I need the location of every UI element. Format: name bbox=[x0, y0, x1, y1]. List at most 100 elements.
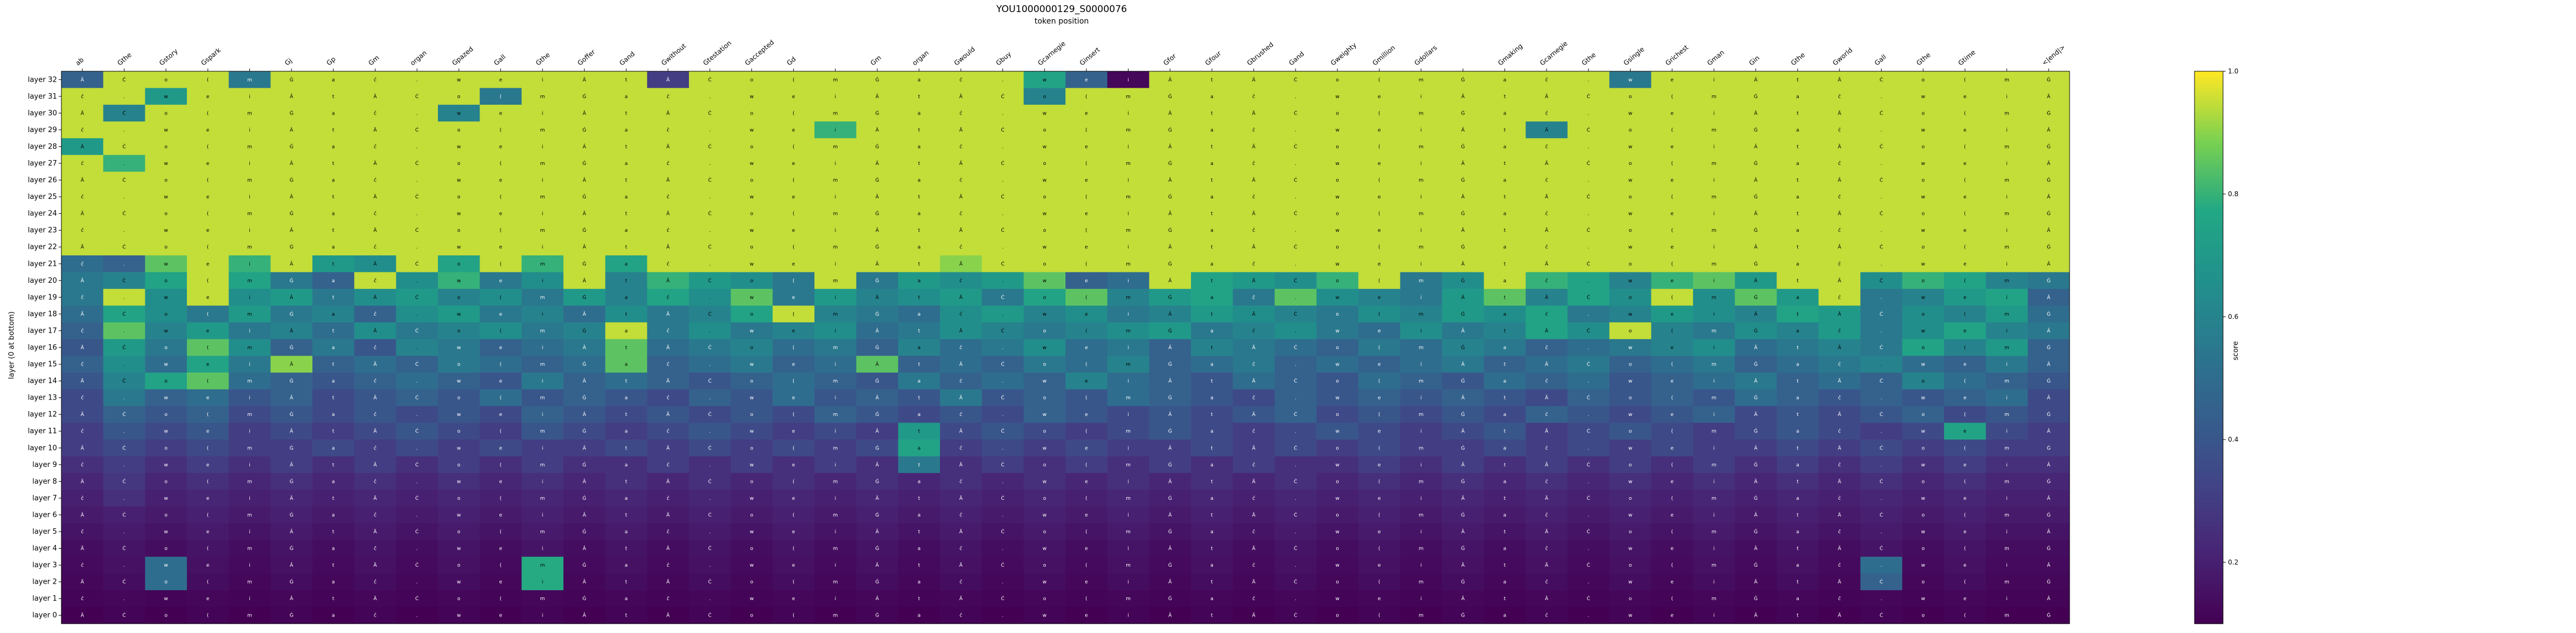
heatmap-cell bbox=[563, 489, 606, 507]
heatmap-cell bbox=[1609, 289, 1652, 306]
cell-label: Ċ bbox=[708, 311, 711, 317]
cell-label: m bbox=[247, 613, 252, 619]
cell-label: Â bbox=[2047, 495, 2051, 501]
cell-label: m bbox=[833, 446, 838, 451]
cell-label: Ċ bbox=[1294, 77, 1297, 83]
heatmap-cell bbox=[1442, 389, 1484, 407]
heatmap-cell bbox=[1609, 155, 1652, 172]
cell-label: w bbox=[1335, 463, 1339, 468]
cell-label: a bbox=[1796, 596, 1799, 602]
cell-label: e bbox=[1671, 278, 1674, 284]
cell-label: i bbox=[1421, 261, 1422, 267]
heatmap-cell bbox=[1986, 155, 2028, 172]
heatmap-cell bbox=[605, 88, 648, 105]
heatmap-cell bbox=[1651, 389, 1694, 407]
cell-label: m bbox=[833, 77, 838, 83]
cell-label: Ġ bbox=[2047, 445, 2050, 451]
heatmap-cell bbox=[103, 440, 146, 457]
cell-label: Ċ bbox=[1294, 244, 1297, 250]
heatmap-cell bbox=[1819, 556, 1861, 574]
cell-label: Ċ bbox=[1294, 579, 1297, 585]
colorbar-segment bbox=[2195, 590, 2223, 594]
x-tick-label: Gstory bbox=[158, 47, 179, 67]
cell-label: Â bbox=[1461, 93, 1465, 100]
cell-label: Â bbox=[290, 227, 294, 233]
cell-label: Ġ bbox=[583, 261, 586, 267]
heatmap-cell bbox=[563, 221, 606, 239]
cell-label: m bbox=[2004, 144, 2009, 150]
heatmap-cell bbox=[689, 556, 731, 574]
cell-label: ( bbox=[1085, 396, 1087, 401]
heatmap-cell bbox=[480, 305, 522, 323]
cell-label: w bbox=[457, 77, 460, 83]
heatmap-cell bbox=[605, 339, 648, 356]
cell-label: a bbox=[1796, 529, 1799, 535]
cell-label: a bbox=[625, 463, 628, 468]
heatmap-cell bbox=[1568, 71, 1610, 88]
heatmap-cell bbox=[1651, 590, 1694, 607]
heatmap-cell bbox=[354, 172, 397, 189]
heatmap-cell bbox=[270, 88, 313, 105]
heatmap-cell bbox=[940, 489, 982, 507]
heatmap-cell bbox=[1358, 590, 1401, 607]
cell-label: ĉ bbox=[666, 94, 669, 100]
colorbar-segment bbox=[2195, 400, 2223, 403]
heatmap-cell bbox=[898, 155, 941, 172]
cell-label: m bbox=[833, 345, 838, 351]
heatmap-cell bbox=[1651, 423, 1694, 440]
heatmap-cell bbox=[1609, 556, 1652, 574]
heatmap-cell bbox=[689, 105, 731, 122]
colorbar-segment bbox=[2195, 112, 2223, 116]
heatmap-cell bbox=[1400, 556, 1443, 574]
cell-label: Ä bbox=[81, 613, 84, 619]
heatmap-cell bbox=[1023, 440, 1066, 457]
heatmap-cell bbox=[605, 389, 648, 407]
cell-label: a bbox=[332, 178, 335, 184]
cell-label: Â bbox=[1754, 411, 1758, 418]
heatmap-cell bbox=[605, 556, 648, 574]
y-tick-label: layer 17 bbox=[28, 327, 57, 335]
cell-label: t bbox=[332, 529, 334, 535]
x-tick-label: Goffer bbox=[576, 48, 597, 67]
cell-label: Â bbox=[1169, 277, 1172, 284]
heatmap-cell bbox=[1149, 188, 1192, 206]
cell-label: i bbox=[1127, 479, 1129, 484]
heatmap-cell bbox=[2027, 155, 2070, 172]
cell-label: Ä bbox=[1545, 328, 1549, 334]
cell-label: i bbox=[1713, 345, 1715, 351]
cell-label: o bbox=[1922, 446, 1925, 451]
heatmap-cell bbox=[772, 607, 815, 624]
heatmap-cell bbox=[1776, 221, 1819, 239]
cell-label: ĉ bbox=[1545, 144, 1548, 150]
cell-label: ( bbox=[1085, 228, 1087, 233]
heatmap-cell bbox=[898, 305, 941, 323]
heatmap-cell bbox=[1191, 188, 1233, 206]
colorbar-segment bbox=[2195, 372, 2223, 375]
cell-label: ĉ bbox=[1545, 178, 1548, 184]
heatmap-cell bbox=[1693, 423, 1735, 440]
heatmap-cell bbox=[270, 121, 313, 139]
cell-label: ĉ bbox=[81, 596, 84, 602]
heatmap-cell bbox=[731, 423, 773, 440]
cell-label: ĉ bbox=[666, 261, 669, 267]
heatmap-cell bbox=[1065, 590, 1108, 607]
cell-label: e bbox=[1671, 412, 1674, 418]
heatmap-cell bbox=[1065, 607, 1108, 624]
heatmap-cell bbox=[1107, 188, 1150, 206]
cell-label: . bbox=[1002, 613, 1004, 619]
heatmap-cell bbox=[1902, 456, 1945, 474]
cell-label: Ġ bbox=[875, 77, 879, 83]
heatmap-cell bbox=[1693, 573, 1735, 591]
heatmap-cell bbox=[270, 573, 313, 591]
heatmap-cell bbox=[1986, 305, 2028, 323]
cell-label: t bbox=[625, 212, 628, 217]
cell-label: i bbox=[1127, 212, 1129, 217]
cell-label: Ċ bbox=[1294, 110, 1297, 116]
cell-label: t bbox=[1504, 563, 1506, 568]
cell-label: Ċ bbox=[708, 77, 711, 83]
cell-label: t bbox=[1211, 345, 1213, 351]
heatmap-cell bbox=[982, 573, 1024, 591]
heatmap-cell bbox=[1902, 71, 1945, 88]
cell-label: e bbox=[1085, 613, 1088, 619]
